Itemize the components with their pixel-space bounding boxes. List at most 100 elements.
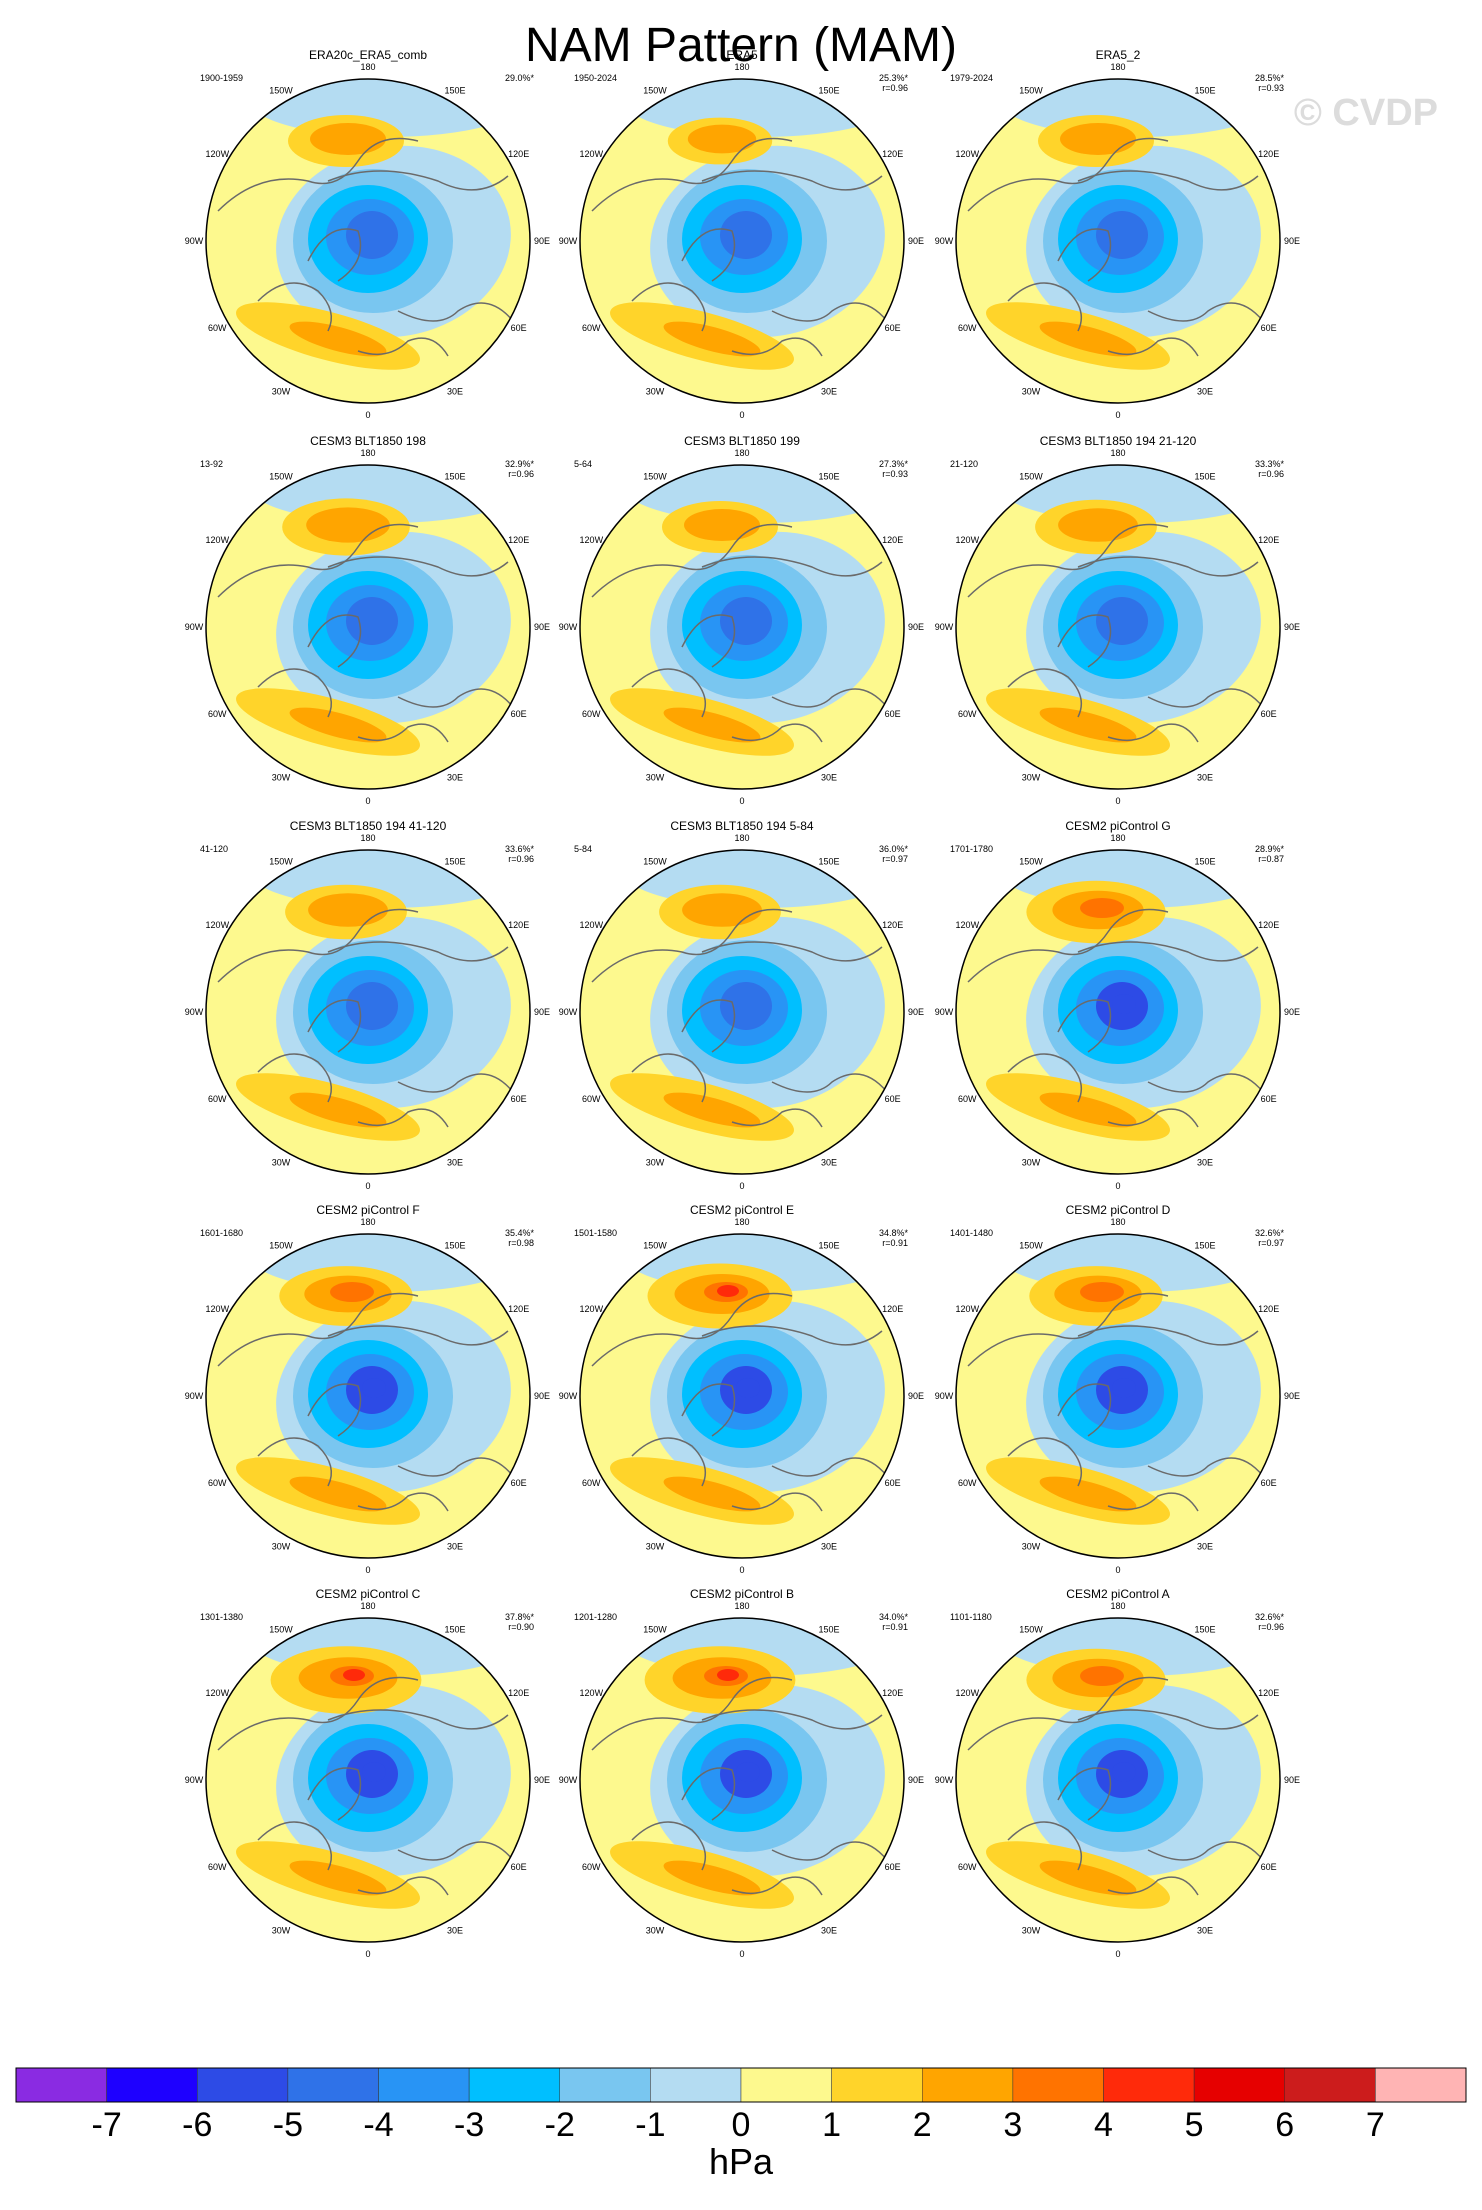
panel-correlation: r=0.97 (1258, 1238, 1284, 1248)
colorbar-tick-label: 6 (1275, 2106, 1294, 2144)
map-field (956, 850, 1280, 1174)
panel-period: 1201-1280 (574, 1612, 617, 1622)
coastline (591, 908, 793, 983)
longitude-label: 60E (885, 709, 901, 719)
longitude-label: 60W (582, 1478, 601, 1488)
longitude-label: 150E (1194, 471, 1215, 481)
longitude-label: 150E (818, 1624, 839, 1634)
colorbar-swatch (922, 2067, 1014, 2103)
coastline (1007, 282, 1083, 332)
map-border (205, 78, 531, 404)
colorbar-tick-label: 1 (822, 2106, 841, 2144)
panel-period: 1950-2024 (574, 73, 617, 83)
coastline (307, 1767, 362, 1821)
longitude-label: 180 (734, 62, 749, 72)
longitude-label: 150W (1019, 471, 1043, 481)
longitude-label: 0 (1115, 1949, 1120, 1959)
longitude-label: 150W (643, 85, 667, 95)
longitude-label: 150E (1194, 856, 1215, 866)
longitude-label: 30E (1197, 1542, 1213, 1552)
panel-variance: 33.3%* (1255, 459, 1285, 469)
longitude-label: 30W (1022, 387, 1041, 397)
colorbar-tick-label: 4 (1094, 2106, 1113, 2144)
longitude-label: 60W (958, 1478, 977, 1488)
longitude-label: 120W (580, 920, 604, 930)
coastline (681, 614, 736, 668)
coastline (217, 523, 419, 598)
map-field (956, 1234, 1280, 1558)
coastline (1077, 1325, 1259, 1346)
colorbar-swatch (1193, 2067, 1285, 2103)
panel-title: ERA5 (726, 48, 758, 62)
longitude-label: 0 (365, 1949, 370, 1959)
longitude-label: 120E (1258, 920, 1279, 930)
longitude-label: 180 (734, 1217, 749, 1227)
coastline (357, 337, 449, 357)
panel-title: CESM3 BLT1850 194 21-120 (1040, 434, 1197, 448)
coastline (1077, 556, 1259, 577)
longitude-label: 60W (582, 323, 601, 333)
longitude-label: 120W (956, 149, 980, 159)
map-panel: 180 150E 120E 90E 60E 30E 0 30W 60W 90W 120W 150W CE… (559, 1203, 924, 1575)
longitude-label: 30E (821, 1926, 837, 1936)
colorbar-swatch (650, 2067, 742, 2103)
coastline (631, 1437, 707, 1487)
map-border (955, 464, 1281, 790)
longitude-label: 180 (734, 448, 749, 458)
longitude-label: 90W (559, 236, 578, 246)
longitude-label: 0 (365, 1181, 370, 1191)
coastline (327, 941, 509, 962)
coastline (327, 556, 509, 577)
panel-variance: 34.8%* (879, 1228, 909, 1238)
coastline (631, 282, 707, 332)
colorbar-tick-label: 7 (1366, 2106, 1385, 2144)
longitude-label: 30W (1022, 1926, 1041, 1936)
map-border (579, 849, 905, 1175)
longitude-label: 120E (882, 535, 903, 545)
panel-title: CESM2 piControl E (690, 1203, 794, 1217)
longitude-label: 150E (444, 471, 465, 481)
longitude-label: 60W (582, 1862, 601, 1872)
coastline (1077, 170, 1259, 191)
longitude-label: 120W (206, 920, 230, 930)
longitude-label: 150W (643, 471, 667, 481)
map-panel: 180 150E 120E 90E 60E 30E 0 30W 60W 90W 120W 150W CE… (185, 819, 550, 1191)
panel-correlation: r=0.97 (882, 854, 908, 864)
longitude-label: 0 (739, 1949, 744, 1959)
longitude-label: 180 (360, 833, 375, 843)
panel-correlation: r=0.96 (508, 469, 534, 479)
coastline (591, 523, 793, 598)
panel-correlation: r=0.91 (882, 1238, 908, 1248)
panel-title: CESM3 BLT1850 194 5-84 (670, 819, 814, 833)
longitude-label: 120E (882, 1688, 903, 1698)
coastline (357, 1492, 449, 1512)
coastline (1007, 1053, 1083, 1103)
longitude-label: 60E (511, 1862, 527, 1872)
longitude-label: 180 (1110, 1217, 1125, 1227)
longitude-label: 120E (1258, 1688, 1279, 1698)
panel-title: CESM3 BLT1850 198 (310, 434, 426, 448)
longitude-label: 120E (508, 149, 529, 159)
colorbar-swatch (15, 2067, 107, 2103)
colorbar-swatch (1012, 2067, 1104, 2103)
longitude-label: 30E (1197, 387, 1213, 397)
longitude-label: 60E (1261, 1478, 1277, 1488)
coastline (681, 1383, 736, 1437)
map-border (205, 849, 531, 1175)
panel-period: 13-92 (200, 459, 223, 469)
panel-period: 1900-1959 (200, 73, 243, 83)
longitude-label: 150W (1019, 85, 1043, 95)
longitude-label: 120W (206, 1304, 230, 1314)
longitude-label: 120W (206, 149, 230, 159)
longitude-label: 150E (444, 85, 465, 95)
longitude-label: 30W (1022, 1542, 1041, 1552)
longitude-label: 0 (365, 796, 370, 806)
panel-correlation: r=0.96 (1258, 1622, 1284, 1632)
longitude-label: 90E (534, 236, 550, 246)
map-border (955, 1233, 1281, 1559)
longitude-label: 90W (559, 1007, 578, 1017)
longitude-label: 60E (885, 323, 901, 333)
map-border (205, 464, 531, 790)
longitude-label: 0 (365, 410, 370, 420)
longitude-label: 90E (534, 1007, 550, 1017)
